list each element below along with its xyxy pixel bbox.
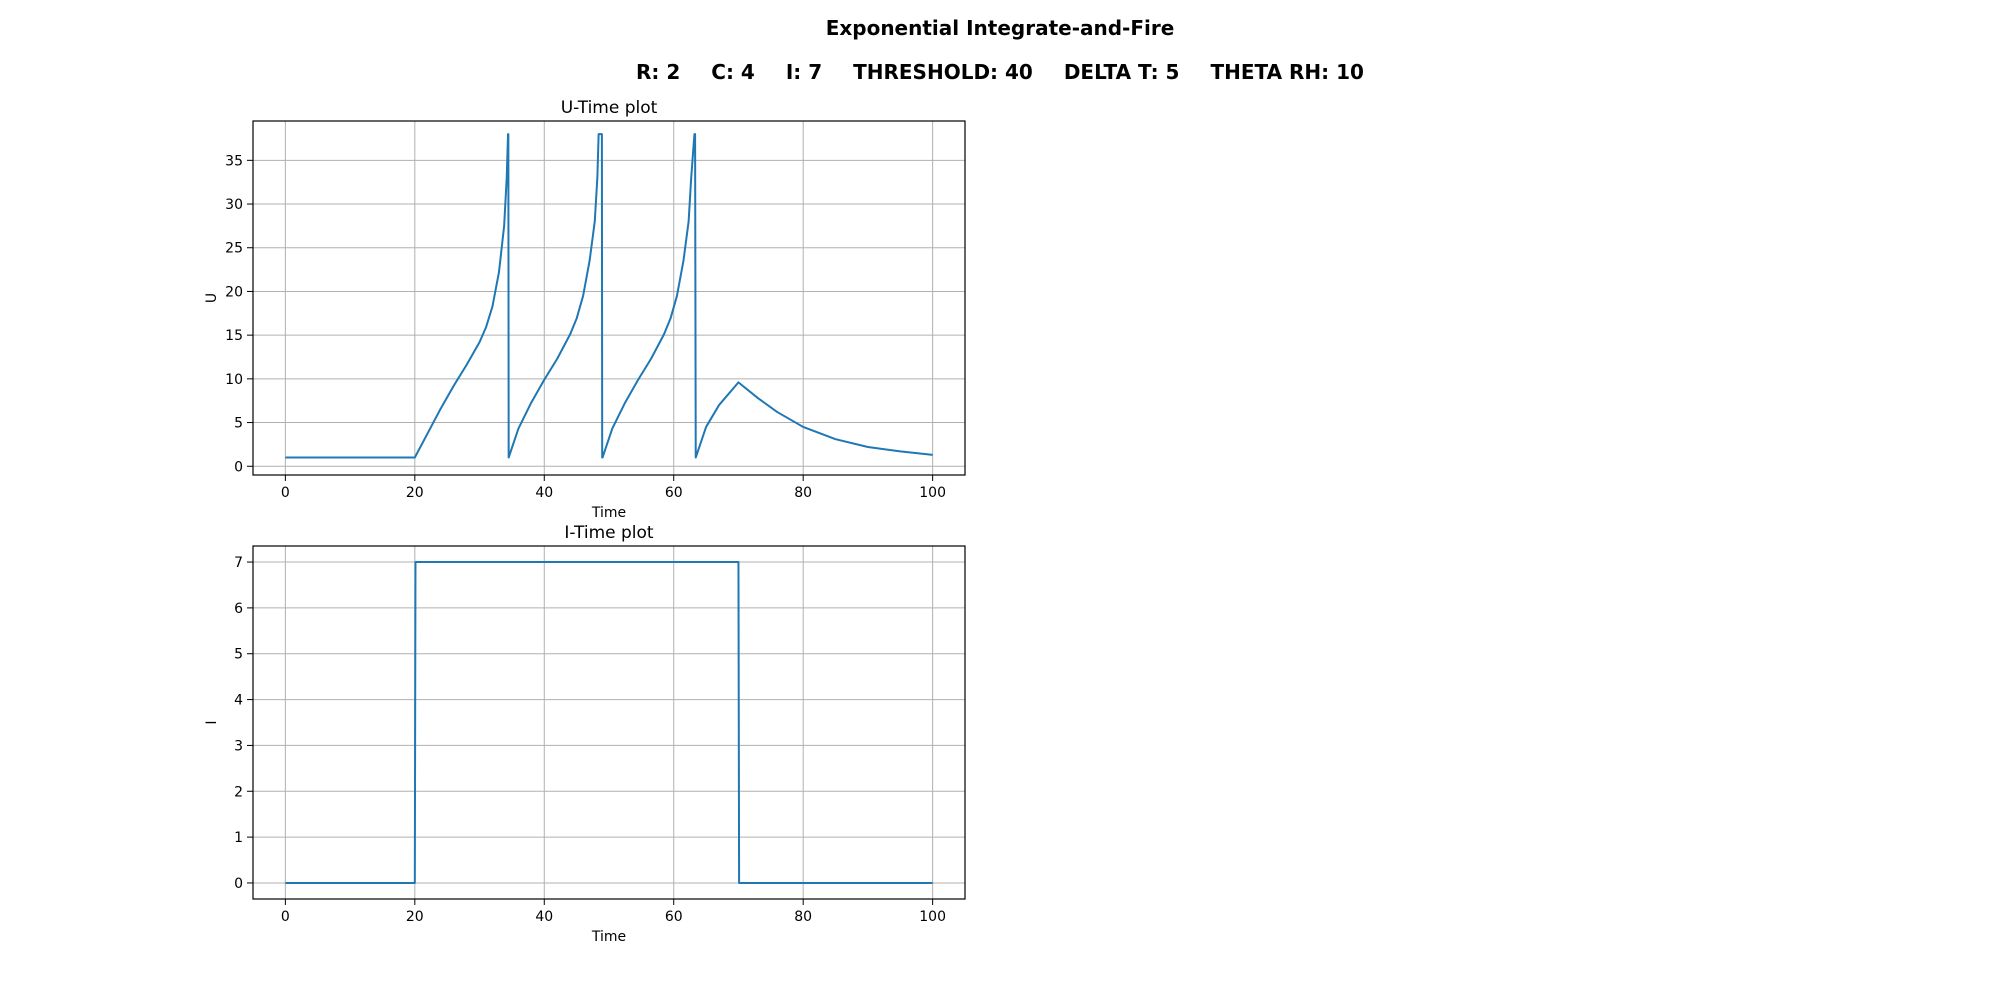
series-line bbox=[285, 561, 933, 884]
y-axis-label: I bbox=[204, 720, 220, 724]
param-threshold: THRESHOLD: 40 bbox=[853, 60, 1033, 84]
figure-suptitle: Exponential Integrate-and-Fire bbox=[825, 16, 1175, 40]
parameter-line: R: 2 C: 4 I: 7 THRESHOLD: 40 DELTA T: 5 … bbox=[0, 60, 2000, 84]
axes-frame bbox=[252, 120, 966, 476]
y-tick-label: 30 bbox=[225, 197, 243, 213]
axes-frame bbox=[252, 545, 966, 900]
y-tick-label: 1 bbox=[234, 830, 243, 846]
x-tick-label: 80 bbox=[794, 909, 812, 925]
y-tick-label: 3 bbox=[234, 738, 243, 754]
y-tick-label: 0 bbox=[234, 876, 243, 892]
y-tick-label: 5 bbox=[234, 647, 243, 663]
x-tick-label: 40 bbox=[535, 485, 553, 501]
x-tick-label: 60 bbox=[665, 485, 683, 501]
param-c: C: 4 bbox=[711, 60, 755, 84]
y-tick-label: 10 bbox=[225, 372, 243, 388]
y-tick-label: 25 bbox=[225, 241, 243, 257]
axes-title: I-Time plot bbox=[564, 523, 654, 543]
axes-title: U-Time plot bbox=[561, 98, 658, 118]
x-tick-label: 20 bbox=[406, 909, 424, 925]
i-time-plot: 0 20 40 60 80 100 0 1 2 3 4 5 6 7 I-Time plot Time I bbox=[204, 523, 966, 945]
x-tick-label: 60 bbox=[665, 909, 683, 925]
param-theta-rh: THETA RH: 10 bbox=[1210, 60, 1364, 84]
y-tick-label: 0 bbox=[234, 459, 243, 475]
x-axis-label: Time bbox=[591, 505, 626, 521]
param-delta-t: DELTA T: 5 bbox=[1063, 60, 1180, 84]
y-tick-label: 7 bbox=[234, 555, 243, 571]
x-tick-label: 40 bbox=[535, 909, 553, 925]
x-tick-label: 100 bbox=[919, 485, 946, 501]
y-tick-label: 15 bbox=[225, 328, 243, 344]
y-tick-label: 5 bbox=[234, 416, 243, 432]
param-r: R: 2 bbox=[636, 60, 681, 84]
u-time-plot: 0 20 40 60 80 100 0 5 10 15 20 25 30 35 U-Time plot Tim… bbox=[204, 98, 966, 521]
x-tick-label: 80 bbox=[794, 485, 812, 501]
x-tick-label: 20 bbox=[406, 485, 424, 501]
x-tick-label: 0 bbox=[281, 909, 290, 925]
y-tick-label: 35 bbox=[225, 153, 243, 169]
y-tick-label: 20 bbox=[225, 284, 243, 300]
y-tick-label: 6 bbox=[234, 601, 243, 617]
x-tick-label: 100 bbox=[919, 909, 946, 925]
x-tick-label: 0 bbox=[281, 485, 290, 501]
y-tick-label: 2 bbox=[234, 784, 243, 800]
y-tick-label: 4 bbox=[234, 693, 243, 709]
y-axis-label: U bbox=[204, 293, 220, 303]
param-i: I: 7 bbox=[785, 60, 823, 84]
x-axis-label: Time bbox=[591, 929, 626, 945]
series-line bbox=[285, 133, 933, 459]
